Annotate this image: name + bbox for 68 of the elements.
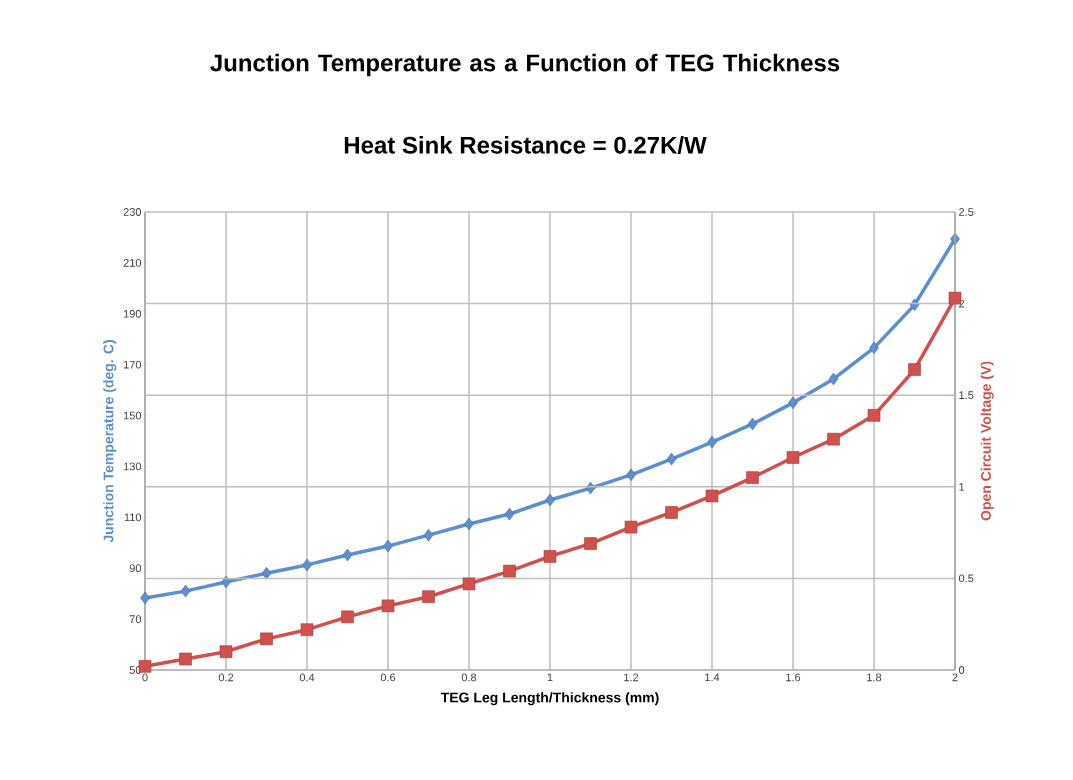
point (867, 409, 881, 422)
x-axis-title: TEG Leg Length/Thickness (mm) (440, 692, 659, 706)
x-tick-label: 1.2 (624, 673, 639, 682)
point (786, 451, 800, 464)
point (504, 507, 515, 521)
point (422, 590, 435, 604)
point (746, 471, 759, 484)
y2-tick-label: 1 (959, 483, 965, 491)
point (341, 610, 354, 624)
x-tick-label: 0.8 (461, 673, 477, 682)
point (260, 632, 273, 646)
y-tick-label: 190 (123, 309, 142, 318)
point (140, 591, 150, 605)
y-tick-label: 230 (123, 208, 142, 216)
point (909, 298, 920, 312)
y-tick-label: 90 (129, 564, 142, 573)
point (788, 396, 798, 410)
x-tick-label: 0 (142, 673, 148, 682)
point (545, 493, 555, 507)
y-tick-label: 170 (123, 360, 142, 369)
point (827, 432, 840, 446)
point (584, 537, 597, 550)
y-tick-label: 70 (129, 615, 142, 624)
point (705, 489, 719, 503)
chart-title: Junction Temperature as a Function of TEG Thickness (210, 53, 840, 77)
y2-axis-title: Open Circuit Voltage (V) (980, 361, 994, 521)
y-tick-label: 210 (123, 258, 142, 267)
x-tick-label: 2 (952, 673, 958, 682)
point (462, 577, 476, 591)
y-tick-label: 110 (124, 513, 142, 522)
point (828, 372, 839, 386)
point (221, 575, 231, 589)
x-tick-label: 0.2 (218, 673, 234, 682)
y2-tick-label: 0.5 (958, 574, 974, 583)
point (869, 341, 879, 355)
point (747, 417, 758, 431)
y-tick-label: 150 (123, 411, 142, 420)
point (464, 517, 474, 531)
point (503, 564, 516, 578)
point (423, 528, 434, 542)
point (300, 623, 314, 636)
chart-subtitle: Heat Sink Resistance = 0.27K/W (344, 136, 707, 154)
point (626, 468, 636, 482)
point (665, 506, 678, 519)
x-tick-label: 1.8 (867, 673, 882, 682)
point (302, 558, 312, 572)
point (543, 550, 557, 563)
point (908, 363, 921, 376)
point (342, 548, 353, 562)
point (381, 599, 395, 613)
y2-tick-label: 0 (958, 666, 965, 674)
x-tick-label: 1.6 (786, 673, 801, 682)
x-tick-label: 0.6 (380, 673, 396, 682)
x-tick-label: 0.4 (299, 673, 315, 682)
point (219, 645, 233, 658)
point (624, 520, 638, 534)
point (261, 567, 272, 580)
x-tick-label: 1.4 (705, 673, 720, 682)
point (383, 539, 393, 553)
y2-tick-label: 1.5 (959, 391, 974, 400)
point (180, 584, 191, 598)
point (666, 452, 677, 466)
y-axis-title: Junction Temperature (deg. C) (103, 340, 117, 543)
point (707, 435, 717, 449)
y2-tick-label: 2.5 (959, 208, 974, 216)
x-tick-label: 1 (547, 673, 553, 682)
y-tick-label: 130 (123, 462, 142, 471)
point (179, 652, 192, 666)
